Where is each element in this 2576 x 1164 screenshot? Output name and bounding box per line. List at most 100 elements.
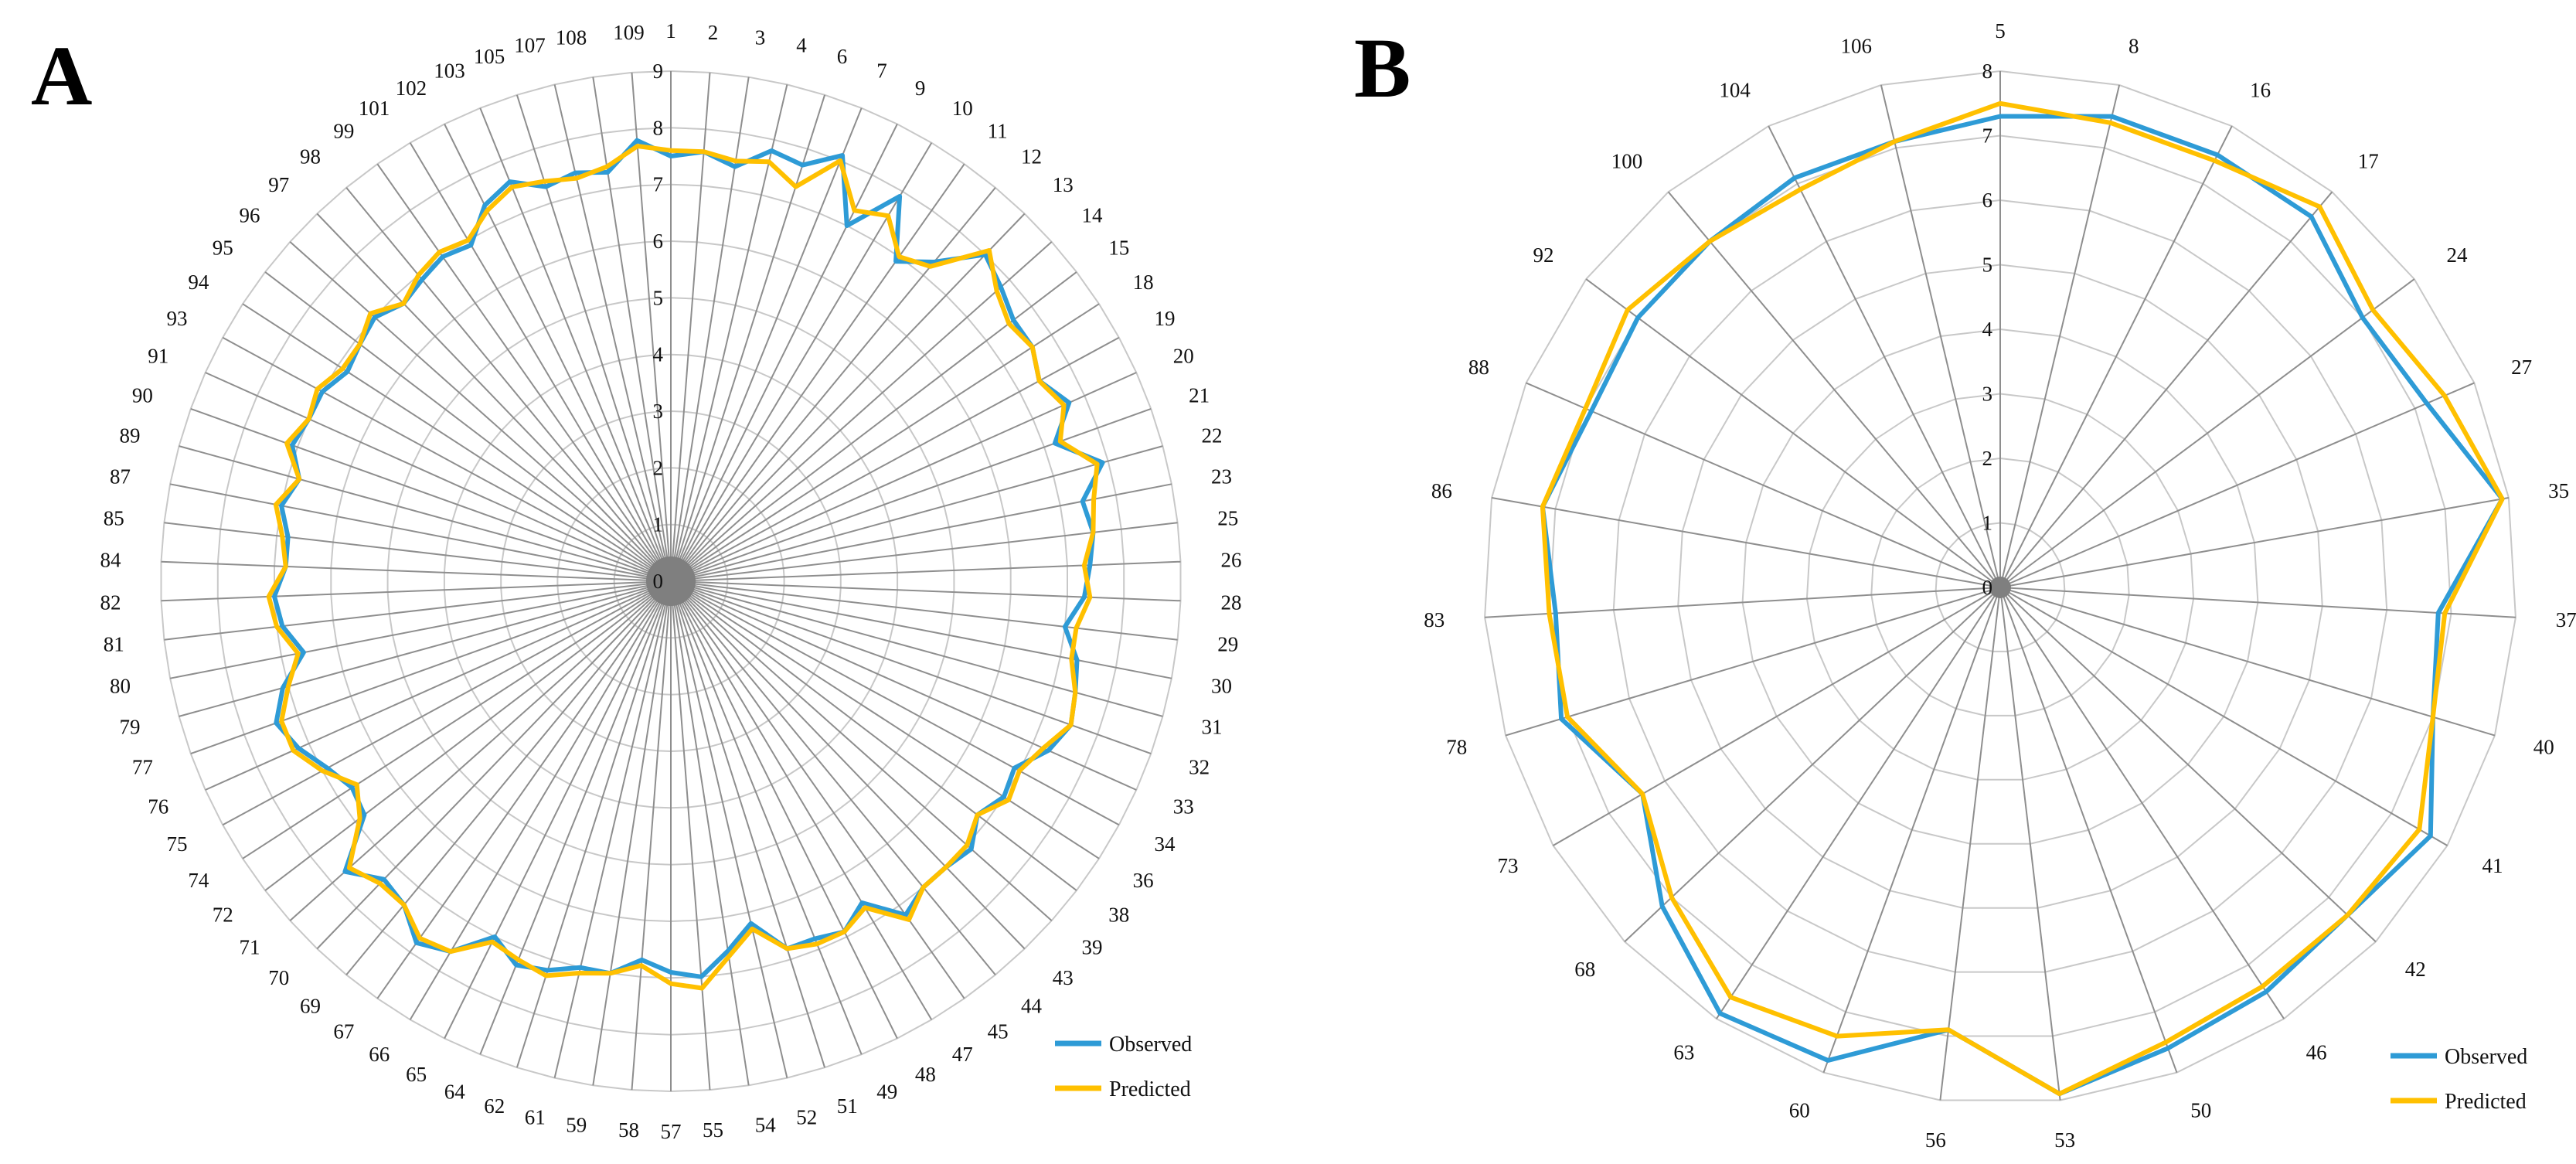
category-label: 18 (1133, 271, 1154, 294)
panel-b-category-labels: 5816172427353740414246505356606368737883… (1424, 19, 2576, 1152)
grid-spoke (670, 187, 996, 582)
grid-spoke (670, 336, 1120, 582)
grid-spoke (1999, 497, 2510, 588)
grid-spoke (179, 580, 672, 717)
grid-spoke (670, 303, 1100, 582)
grid-spoke (444, 580, 672, 1039)
grid-spoke (670, 72, 711, 582)
category-label: 13 (1053, 173, 1074, 196)
grid-spoke (1999, 587, 2448, 846)
category-label: 8 (2129, 34, 2139, 57)
panel-a-category-labels: 1 2 3 4 679101112131415181920212223252628293… (100, 19, 1242, 1143)
category-label: 80 (110, 675, 131, 698)
grid-spoke (670, 580, 1137, 791)
grid-spoke (190, 407, 672, 582)
panel-b-tick-labels: 0 1 2 3 4 5 6 7 8 (1982, 60, 1993, 599)
grid-spoke (1505, 587, 2001, 737)
grid-spoke (1999, 382, 2475, 588)
category-label: 62 (484, 1094, 505, 1118)
category-label: 7 (876, 60, 887, 83)
grid-spoke (161, 560, 672, 582)
grid-spoke (376, 580, 672, 999)
category-label: 64 (444, 1080, 466, 1103)
grid-ring (1935, 522, 2066, 652)
grid-spoke (670, 142, 933, 582)
category-label: 21 (1189, 383, 1210, 407)
radar-hub (1989, 577, 2011, 598)
panel-a-tick-labels: 0 1 2 3 4 5 6 7 8 9 (653, 60, 664, 593)
tick-label: 7 (653, 173, 664, 196)
grid-spoke (670, 241, 1053, 582)
grid-ring (1612, 199, 2388, 973)
series-predicted-line (266, 144, 1100, 991)
category-label: 42 (2405, 958, 2426, 981)
tick-label: 5 (653, 286, 664, 309)
grid-spoke (631, 72, 672, 582)
grid-spoke (1999, 587, 2516, 618)
grid-spoke (169, 483, 672, 582)
tick-label: 3 (653, 400, 664, 423)
grid-spoke (670, 580, 1026, 950)
category-label: 85 (104, 506, 124, 529)
category-label: 17 (2358, 149, 2379, 172)
grid-spoke (670, 580, 933, 1020)
tick-label: 4 (1982, 318, 1993, 341)
tick-label: 1 (1982, 512, 1993, 535)
grid-spoke (1999, 587, 2178, 1074)
grid-spoke (1485, 587, 2001, 618)
category-label: 63 (1673, 1041, 1694, 1064)
grid-spoke (1624, 587, 2001, 943)
grid-spoke (345, 187, 672, 582)
category-label: 24 (2447, 243, 2469, 267)
category-label: 26 (1221, 549, 1242, 572)
category-label: 53 (2054, 1128, 2075, 1152)
grid-spoke (1999, 84, 2121, 588)
legend-predicted-label-a: Predicted (1109, 1077, 1191, 1101)
grid-spoke (670, 372, 1137, 582)
radar-panel-b: B 58161724273537404142465053566063687378… (1354, 19, 2576, 1152)
category-label: 22 (1202, 424, 1223, 447)
grid-spoke (161, 580, 672, 602)
category-label: 101 (359, 97, 390, 120)
grid-spoke (670, 580, 1120, 826)
panel-b-grid (1484, 70, 2516, 1101)
grid-spoke (670, 163, 965, 582)
category-label: 74 (188, 869, 209, 892)
grid-spoke (179, 445, 672, 582)
grid-spoke (670, 483, 1172, 582)
grid-spoke (670, 580, 1053, 921)
category-label: 25 (1217, 506, 1238, 529)
grid-ring (1805, 393, 2195, 781)
grid-spoke (264, 271, 672, 582)
category-label: 58 (618, 1118, 639, 1142)
category-label: 35 (2548, 479, 2569, 502)
category-label: 56 (1925, 1128, 1946, 1152)
category-label: 95 (213, 236, 233, 259)
grid-spoke (553, 84, 672, 582)
category-label: 86 (1431, 479, 1452, 502)
grid-spoke (670, 580, 750, 1086)
category-label: 45 (988, 1019, 1009, 1043)
grid-spoke (670, 94, 826, 582)
grid-spoke (1999, 191, 2333, 588)
category-label: 69 (300, 994, 321, 1017)
category-label: 37 (2556, 608, 2576, 631)
category-label: 60 (1789, 1099, 1810, 1122)
category-label: 55 (703, 1118, 723, 1142)
category-label: 12 (1021, 145, 1042, 168)
grid-spoke (289, 241, 672, 582)
category-label: 71 (240, 936, 260, 959)
grid-spoke (1939, 587, 2001, 1101)
category-label: 49 (876, 1080, 897, 1103)
grid-spoke (376, 163, 672, 582)
grid-spoke (592, 580, 672, 1086)
grid-spoke (670, 124, 898, 582)
category-label: 41 (2482, 854, 2503, 877)
category-label: 81 (104, 633, 124, 656)
grid-spoke (631, 580, 672, 1091)
grid-spoke (670, 580, 1163, 717)
grid-spoke (1999, 278, 2415, 588)
category-label: 108 (556, 26, 587, 49)
grid-spoke (553, 580, 672, 1078)
tick-label: 4 (653, 343, 664, 366)
